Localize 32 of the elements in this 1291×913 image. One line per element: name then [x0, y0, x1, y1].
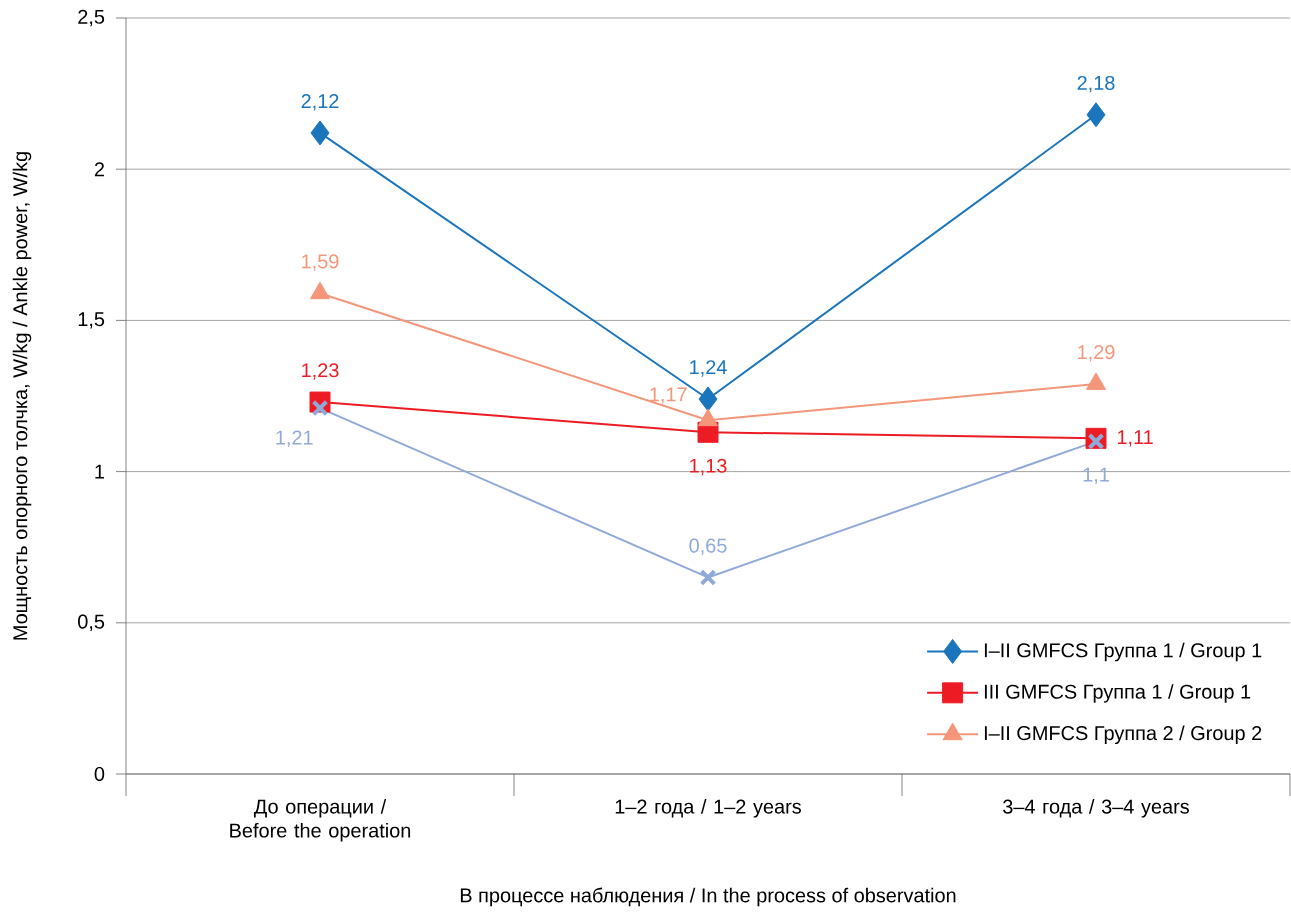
point	[699, 569, 717, 586]
data-label: 1,23	[302, 363, 339, 380]
x-tick-label: 3–4 года / 3–4 years	[1003, 799, 1189, 818]
y-tick-label: 0	[94, 766, 105, 782]
point	[1086, 102, 1106, 128]
y-tick-label: 2,5	[78, 9, 105, 27]
legend-label: III GMFCS Группа 1 / Group 1	[984, 684, 1251, 703]
y-tick-label: 2	[94, 162, 104, 177]
data-label: 1,21	[276, 430, 313, 447]
y-tick-label: 0,5	[78, 614, 105, 632]
data-label: 1,29	[1078, 345, 1115, 362]
point	[310, 120, 330, 146]
y-axis-title: Мощность опорного толчка, W/kg / Ankle power, W/kg	[12, 152, 32, 640]
data-label: 1,13	[690, 458, 727, 476]
y-tick-label: 1	[95, 464, 104, 479]
data-label: 1,24	[690, 360, 727, 377]
data-label: 0,65	[689, 538, 727, 556]
point	[698, 386, 718, 412]
legend-label: I–II GMFCS Группа 2 / Group 2	[984, 725, 1262, 745]
data-label: 1,1	[1083, 467, 1109, 485]
legend-label: I–II GMFCS Группа 1 / Group 1	[984, 642, 1262, 662]
data-label: 1,17	[650, 387, 687, 404]
x-axis-title: В процессе наблюдения / In the process of observation	[460, 887, 956, 907]
x-tick-label: 1–2 года / 1–2 years	[615, 799, 801, 818]
data-label: 2,18	[1077, 75, 1115, 93]
point	[311, 399, 329, 417]
data-label: 2,12	[301, 94, 339, 111]
x-tick-label: До операции / Before the operation	[230, 799, 411, 842]
y-tick-label: 1,5	[78, 312, 105, 329]
point	[1087, 432, 1105, 450]
data-label: 1,59	[302, 254, 339, 271]
data-label: 1,11	[1117, 430, 1153, 447]
